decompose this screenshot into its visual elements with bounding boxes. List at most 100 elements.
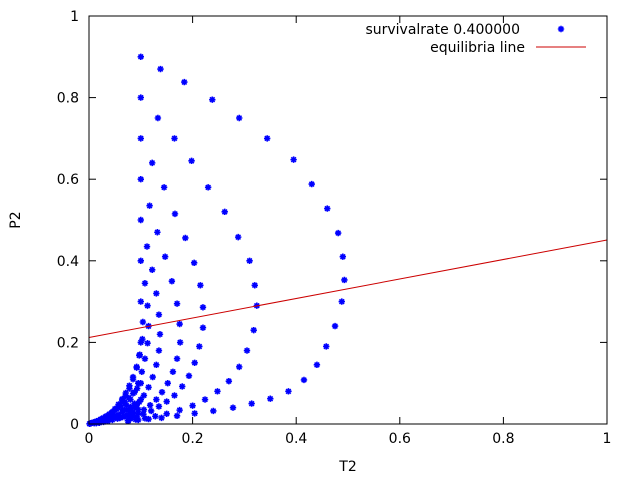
- data-point: [140, 406, 148, 413]
- data-point: [201, 396, 209, 403]
- data-point: [119, 413, 126, 421]
- data-point: [338, 298, 345, 305]
- data-point: [248, 400, 255, 407]
- data-point: [113, 405, 120, 413]
- y-tick-label: 0.6: [57, 172, 79, 188]
- data-point: [341, 276, 348, 284]
- data-point: [140, 392, 148, 399]
- data-point: [143, 243, 151, 250]
- data-point: [188, 157, 195, 165]
- data-point: [153, 290, 160, 297]
- data-point: [324, 205, 331, 212]
- data-point: [160, 184, 168, 191]
- data-point: [146, 202, 153, 209]
- data-point: [122, 412, 129, 420]
- data-point: [128, 408, 135, 415]
- y-tick-label: 0: [70, 417, 79, 433]
- data-point: [141, 280, 149, 287]
- data-point: [179, 383, 186, 390]
- data-point: [149, 373, 156, 381]
- data-point: [145, 415, 152, 423]
- data-point: [121, 398, 128, 406]
- data-point: [144, 302, 151, 309]
- data-point: [285, 388, 292, 395]
- data-point: [189, 402, 196, 409]
- data-point: [209, 96, 216, 103]
- data-point: [199, 324, 207, 331]
- y-tick-label: 0.8: [57, 91, 79, 107]
- data-point: [133, 413, 140, 420]
- data-point: [157, 65, 164, 73]
- data-point: [137, 396, 144, 403]
- data-point: [140, 411, 147, 418]
- data-point: [250, 326, 257, 334]
- data-point: [161, 253, 169, 260]
- data-point: [236, 114, 243, 122]
- axes: 0 0.2 0.4 0.6 0.8 1 0 0.2 0.4 0.6 0.8 1: [57, 9, 612, 447]
- data-point: [90, 419, 98, 427]
- data-point: [155, 347, 163, 354]
- data-point: [229, 404, 237, 411]
- data-point: [137, 339, 144, 346]
- data-point: [214, 388, 221, 395]
- data-point: [323, 343, 330, 350]
- data-point: [96, 418, 103, 426]
- data-point: [251, 282, 258, 289]
- data-point: [129, 413, 136, 420]
- data-point: [125, 394, 133, 402]
- data-point: [154, 114, 162, 122]
- data-point: [137, 216, 144, 224]
- data-point: [176, 320, 183, 328]
- x-axis-label: T2: [338, 459, 356, 475]
- data-point: [126, 382, 133, 389]
- data-point: [148, 266, 156, 273]
- equilibria-line: [88, 239, 608, 338]
- data-point: [191, 410, 198, 417]
- plot-frame: [88, 15, 608, 425]
- y-axis-label: P2: [8, 211, 24, 228]
- data-point: [191, 359, 198, 366]
- x-tick-label: 0.6: [389, 431, 411, 447]
- data-point: [114, 411, 122, 418]
- data-point: [199, 304, 207, 311]
- data-marks: [86, 53, 608, 427]
- data-point: [176, 406, 183, 414]
- data-point: [123, 406, 130, 413]
- data-point: [124, 411, 132, 419]
- data-point: [135, 406, 142, 413]
- data-point: [313, 361, 321, 369]
- data-point: [204, 184, 212, 191]
- data-point: [109, 416, 116, 424]
- data-point: [197, 282, 204, 289]
- data-point: [182, 234, 189, 242]
- data-point: [158, 414, 165, 422]
- data-point: [171, 392, 178, 399]
- data-point: [106, 415, 113, 423]
- data-point: [210, 407, 217, 415]
- data-point: [136, 352, 143, 359]
- data-point: [111, 412, 119, 420]
- data-point: [109, 408, 117, 415]
- y-tick-label: 0.4: [57, 254, 79, 270]
- x-tick-label: 0.8: [492, 431, 514, 447]
- data-point: [153, 396, 160, 403]
- data-point: [308, 180, 315, 188]
- data-point: [155, 311, 163, 318]
- data-point: [137, 257, 144, 264]
- data-point: [263, 135, 271, 142]
- y-tick-label: 0.2: [57, 335, 79, 351]
- data-point: [300, 376, 308, 384]
- data-point: [135, 410, 142, 417]
- data-point: [116, 414, 124, 422]
- data-point: [101, 416, 108, 424]
- data-point: [147, 407, 155, 415]
- data-point: [145, 384, 152, 391]
- data-point: [118, 395, 126, 403]
- data-point: [176, 339, 184, 346]
- data-point: [169, 368, 177, 375]
- data-point: [127, 403, 134, 411]
- data-point: [267, 395, 274, 402]
- x-tick-label: 1: [603, 431, 612, 447]
- legend-marker-scatter: [557, 25, 565, 33]
- data-point: [141, 415, 149, 422]
